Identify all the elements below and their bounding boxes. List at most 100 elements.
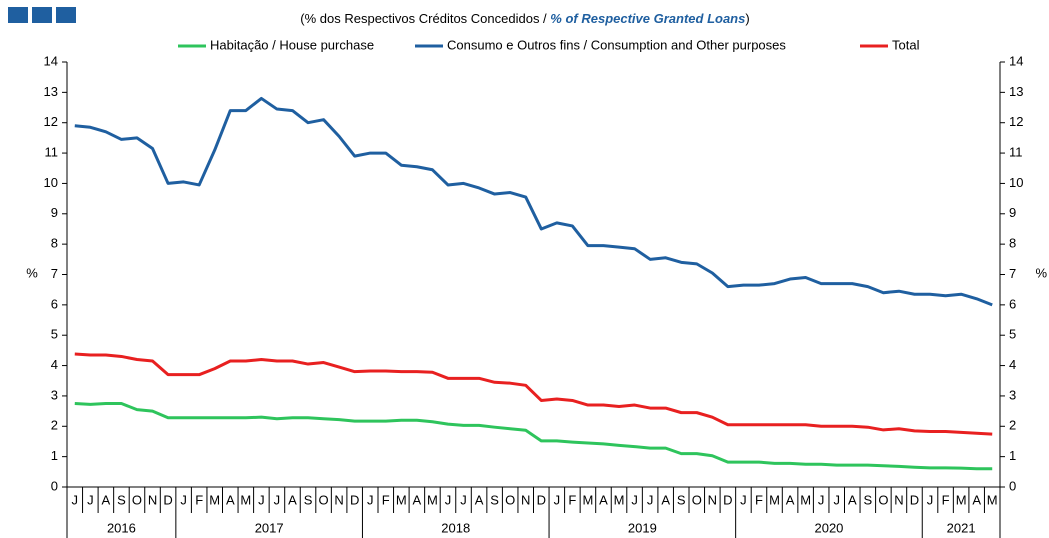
y-tick-label: 8 (51, 236, 58, 251)
y2-tick-label: 4 (1009, 357, 1016, 372)
y-tick-label: 3 (51, 387, 58, 402)
x-tick-label: N (148, 492, 157, 507)
x-tick-label: A (599, 492, 608, 507)
x-tick-label: J (367, 492, 374, 507)
year-label: 2021 (947, 520, 976, 535)
x-tick-label: M (396, 492, 407, 507)
y2-tick-label: 1 (1009, 448, 1016, 463)
y2-tick-label: 5 (1009, 327, 1016, 342)
y-tick-label: 4 (51, 357, 58, 372)
x-tick-label: F (382, 492, 390, 507)
x-tick-label: O (692, 492, 702, 507)
y-axis-label: % (26, 265, 38, 280)
y2-axis-label: % (1035, 265, 1047, 280)
x-tick-label: J (818, 492, 825, 507)
x-tick-label: F (195, 492, 203, 507)
y2-tick-label: 3 (1009, 387, 1016, 402)
legend-label: Habitação / House purchase (210, 37, 374, 52)
legend-label: Consumo e Outros fins / Consumption and … (447, 37, 786, 52)
x-tick-label: A (102, 492, 111, 507)
x-tick-label: J (460, 492, 467, 507)
y2-tick-label: 13 (1009, 84, 1023, 99)
x-tick-label: M (987, 492, 998, 507)
y2-tick-label: 7 (1009, 266, 1016, 281)
x-tick-label: J (445, 492, 452, 507)
y-tick-label: 9 (51, 205, 58, 220)
x-tick-label: A (226, 492, 235, 507)
x-tick-label: N (894, 492, 903, 507)
x-tick-label: J (180, 492, 187, 507)
x-tick-label: A (288, 492, 297, 507)
x-tick-label: F (755, 492, 763, 507)
x-tick-label: S (677, 492, 686, 507)
y2-tick-label: 10 (1009, 175, 1023, 190)
y2-tick-label: 9 (1009, 205, 1016, 220)
x-tick-label: D (350, 492, 359, 507)
x-tick-label: M (956, 492, 967, 507)
x-tick-label: J (740, 492, 747, 507)
x-tick-label: J (927, 492, 934, 507)
y2-tick-label: 0 (1009, 478, 1016, 493)
x-tick-label: J (258, 492, 265, 507)
x-tick-label: D (723, 492, 732, 507)
x-tick-label: M (427, 492, 438, 507)
x-tick-label: N (334, 492, 343, 507)
x-tick-label: J (72, 492, 79, 507)
subtitle-en: % of Respective Granted Loans (550, 11, 745, 26)
year-label: 2018 (441, 520, 470, 535)
x-tick-label: S (863, 492, 872, 507)
series-line (74, 96, 993, 307)
x-tick-label: A (661, 492, 670, 507)
y-tick-label: 12 (44, 114, 58, 129)
y-tick-label: 10 (44, 175, 58, 190)
x-tick-label: F (942, 492, 950, 507)
x-tick-label: O (132, 492, 142, 507)
x-tick-label: A (972, 492, 981, 507)
subtitle: (% dos Respectivos Créditos Concedidos /… (300, 11, 749, 26)
subtitle-pt: (% dos Respectivos Créditos Concedidos / (300, 11, 550, 26)
x-tick-label: J (631, 492, 638, 507)
y-tick-label: 0 (51, 478, 58, 493)
x-tick-label: A (475, 492, 484, 507)
y-tick-label: 11 (45, 145, 59, 160)
x-tick-label: O (319, 492, 329, 507)
year-label: 2017 (255, 520, 284, 535)
y2-tick-label: 14 (1009, 53, 1023, 68)
subtitle-close: ) (745, 11, 749, 26)
x-tick-label: J (833, 492, 840, 507)
x-tick-label: A (786, 492, 795, 507)
x-tick-label: M (614, 492, 625, 507)
year-label: 2016 (107, 520, 136, 535)
y2-tick-label: 2 (1009, 418, 1016, 433)
x-tick-label: N (521, 492, 530, 507)
x-tick-label: J (647, 492, 654, 507)
x-tick-label: O (505, 492, 515, 507)
x-tick-label: D (163, 492, 172, 507)
x-tick-label: M (769, 492, 780, 507)
y-tick-label: 6 (51, 296, 58, 311)
series-line (74, 402, 993, 471)
y-tick-label: 5 (51, 327, 58, 342)
x-tick-label: D (537, 492, 546, 507)
x-tick-label: O (878, 492, 888, 507)
y-tick-label: 1 (51, 448, 58, 463)
x-tick-label: N (708, 492, 717, 507)
y-tick-label: 2 (51, 418, 58, 433)
y2-tick-label: 6 (1009, 296, 1016, 311)
x-tick-label: D (910, 492, 919, 507)
x-tick-label: A (413, 492, 422, 507)
y-tick-label: 7 (51, 266, 58, 281)
x-tick-label: M (583, 492, 594, 507)
year-label: 2020 (814, 520, 843, 535)
x-tick-label: J (554, 492, 561, 507)
x-tick-label: M (209, 492, 220, 507)
legend-label: Total (892, 37, 920, 52)
x-tick-label: S (490, 492, 499, 507)
x-tick-label: A (848, 492, 857, 507)
x-tick-label: F (568, 492, 576, 507)
x-tick-label: M (800, 492, 811, 507)
y-tick-label: 14 (44, 53, 58, 68)
y2-tick-label: 12 (1009, 114, 1023, 129)
y2-tick-label: 11 (1009, 145, 1023, 160)
